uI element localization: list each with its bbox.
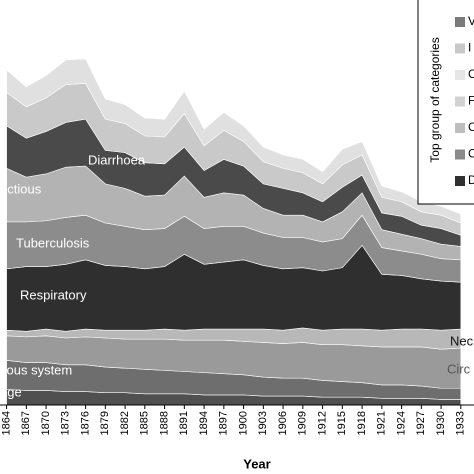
x-tick-label: 1927 [415, 411, 427, 435]
legend-title: Top group of categories [428, 37, 442, 162]
x-tick-label: 1906 [277, 411, 289, 435]
x-tick-label: 1867 [20, 411, 32, 435]
series-label: Respiratory [20, 287, 87, 302]
x-tick-label: 1924 [395, 411, 407, 435]
x-tick-label: 1876 [79, 411, 91, 435]
series-label: ectious [0, 181, 42, 196]
x-tick-label: 1879 [99, 411, 111, 435]
x-tick-label: 1900 [237, 411, 249, 435]
legend-swatch [455, 17, 465, 27]
x-tick-label: 1894 [198, 411, 210, 435]
legend-swatch [455, 96, 465, 107]
legend-label: C [468, 67, 474, 81]
x-tick-label: 1912 [316, 411, 328, 435]
x-tick-label: 1882 [119, 411, 131, 435]
legend-label: C [468, 147, 474, 161]
series-label: Tuberculosis [16, 235, 90, 250]
area [6, 58, 462, 224]
legend-label: I [468, 41, 471, 55]
x-tick-label: 1885 [139, 411, 151, 435]
x-tick-label: 1921 [376, 411, 388, 435]
x-tick-label: 1870 [40, 411, 52, 435]
x-tick-label: 1873 [60, 411, 72, 435]
x-tick-label: 1897 [218, 411, 230, 435]
x-tick-label: 1888 [158, 411, 170, 435]
x-tick-label: 1930 [435, 411, 447, 435]
x-axis-title: Year [243, 456, 270, 471]
x-tick-label: 1891 [178, 411, 190, 435]
x-tick-label: 1864 [0, 411, 12, 435]
x-tick-label: 1909 [297, 411, 309, 435]
series-label: age [0, 384, 22, 399]
series-label: Nec [450, 333, 474, 348]
x-tick-label: 1933 [455, 411, 467, 435]
legend-swatch [455, 149, 465, 160]
plot: age vous system Circ Nec Respiratory Tubercul… [0, 0, 474, 435]
legend-swatch [455, 43, 465, 54]
series-label: vous system [0, 362, 72, 377]
series-label: Diarrhoea [88, 152, 146, 167]
x-tick-label: 1918 [356, 411, 368, 435]
legend-swatch [455, 176, 465, 186]
legend-label: D [468, 173, 474, 187]
x-tick-label: 1915 [336, 411, 348, 435]
series-label: Circ [447, 361, 471, 376]
legend-label: V [468, 14, 474, 28]
x-tick-label: 1903 [257, 411, 269, 435]
legend-box [417, 0, 474, 205]
legend-swatch [455, 123, 465, 133]
legend-label: C [468, 120, 474, 134]
legend-swatch [455, 70, 465, 80]
legend-label: F [468, 94, 474, 108]
